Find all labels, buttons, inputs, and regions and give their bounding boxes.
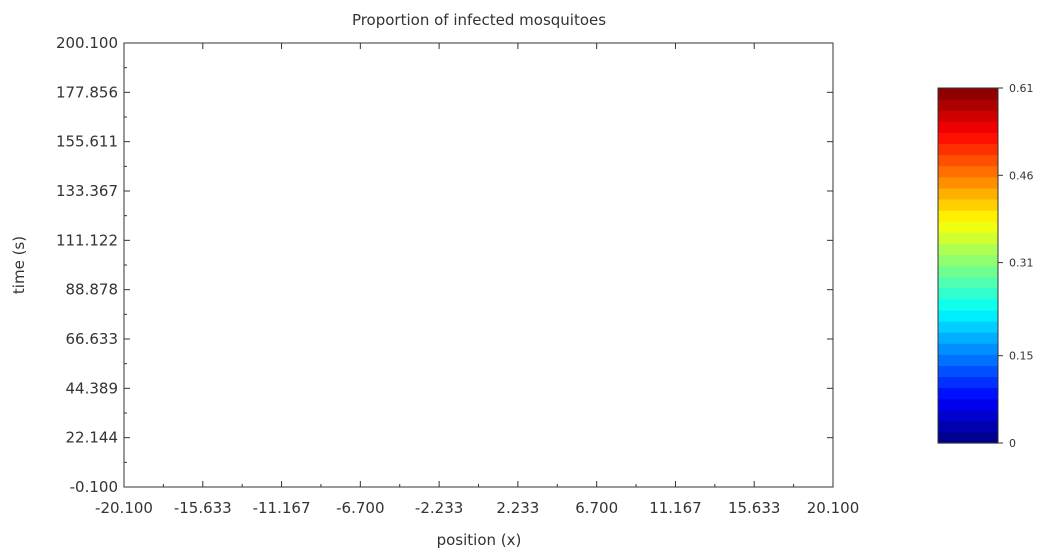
x-tick-label: 20.100 <box>807 499 860 517</box>
y-tick-label: 177.856 <box>56 83 118 101</box>
y-tick-label: -0.100 <box>70 478 118 496</box>
colorbar-band <box>938 265 998 278</box>
colorbar-tick-label: 0 <box>1009 437 1016 450</box>
x-tick-label: 11.167 <box>649 499 702 517</box>
colorbar-tick-label: 0.46 <box>1009 169 1034 182</box>
colorbar-band <box>938 409 998 422</box>
x-axis: -20.100 -15.633 -11.167 -6.700 -2.233 2.233 6.… <box>95 43 859 517</box>
colorbar-band <box>938 187 998 200</box>
x-axis-label: position (x) <box>437 531 522 549</box>
y-tick-label: 22.144 <box>66 429 119 447</box>
colorbar-band <box>938 398 998 411</box>
colorbar-band <box>938 387 998 400</box>
colorbar-band <box>938 143 998 156</box>
colorbar-band <box>938 354 998 366</box>
colorbar-band <box>938 99 998 111</box>
y-tick-label: 44.389 <box>66 379 119 397</box>
colorbar-band <box>938 254 998 267</box>
colorbar-band <box>938 332 998 344</box>
colorbar <box>937 87 999 444</box>
colorbar-band <box>938 121 998 133</box>
colorbar-band <box>938 431 998 444</box>
colorbar-band <box>938 376 998 389</box>
colorbar-band <box>938 176 998 189</box>
colorbar-axis: 0 0.15 0.31 0.46 0.61 <box>998 82 1034 450</box>
colorbar-band <box>938 365 998 378</box>
x-tick-label: -11.167 <box>253 499 311 517</box>
y-tick-label: 88.878 <box>66 281 119 299</box>
x-tick-label: -20.100 <box>95 499 153 517</box>
colorbar-band <box>938 320 998 333</box>
y-tick-label: 66.633 <box>66 330 119 348</box>
y-tick-label: 111.122 <box>56 231 118 249</box>
colorbar-band <box>938 287 998 300</box>
colorbar-band <box>938 110 998 122</box>
plot-area <box>124 43 833 487</box>
colorbar-band <box>938 243 998 256</box>
colorbar-band <box>938 154 998 167</box>
colorbar-tick-label: 0.15 <box>1009 350 1034 363</box>
y-axis: -0.100 22.144 44.389 66.633 88.878 111.122 133… <box>56 34 833 496</box>
colorbar-tick-label: 0.31 <box>1009 257 1034 270</box>
x-tick-label: 15.633 <box>728 499 781 517</box>
colorbar-band <box>938 232 998 244</box>
colorbar-band <box>938 210 998 222</box>
colorbar-band <box>938 88 998 100</box>
y-axis-label: time (s) <box>10 236 28 294</box>
colorbar-band <box>938 165 998 178</box>
colorbar-band <box>938 309 998 322</box>
colorbar-frame <box>937 87 999 444</box>
y-tick-label: 200.100 <box>56 34 118 52</box>
colorbar-tick-label: 0.61 <box>1009 82 1034 95</box>
colorbar-band <box>938 298 998 311</box>
chart-title: Proportion of infected mosquitoes <box>352 11 606 29</box>
colorbar-band <box>938 420 998 433</box>
colorbar-band <box>938 343 998 355</box>
colorbar-band <box>938 198 998 211</box>
x-tick-label: -2.233 <box>415 499 463 517</box>
colorbar-band <box>938 276 998 289</box>
y-tick-label: 155.611 <box>56 133 118 151</box>
x-tick-label: -6.700 <box>336 499 384 517</box>
colorbar-band <box>938 132 998 145</box>
x-tick-label: 6.700 <box>575 499 618 517</box>
y-tick-label: 133.367 <box>56 182 118 200</box>
x-tick-label: 2.233 <box>496 499 539 517</box>
colorbar-band <box>938 221 998 233</box>
x-tick-label: -15.633 <box>174 499 232 517</box>
